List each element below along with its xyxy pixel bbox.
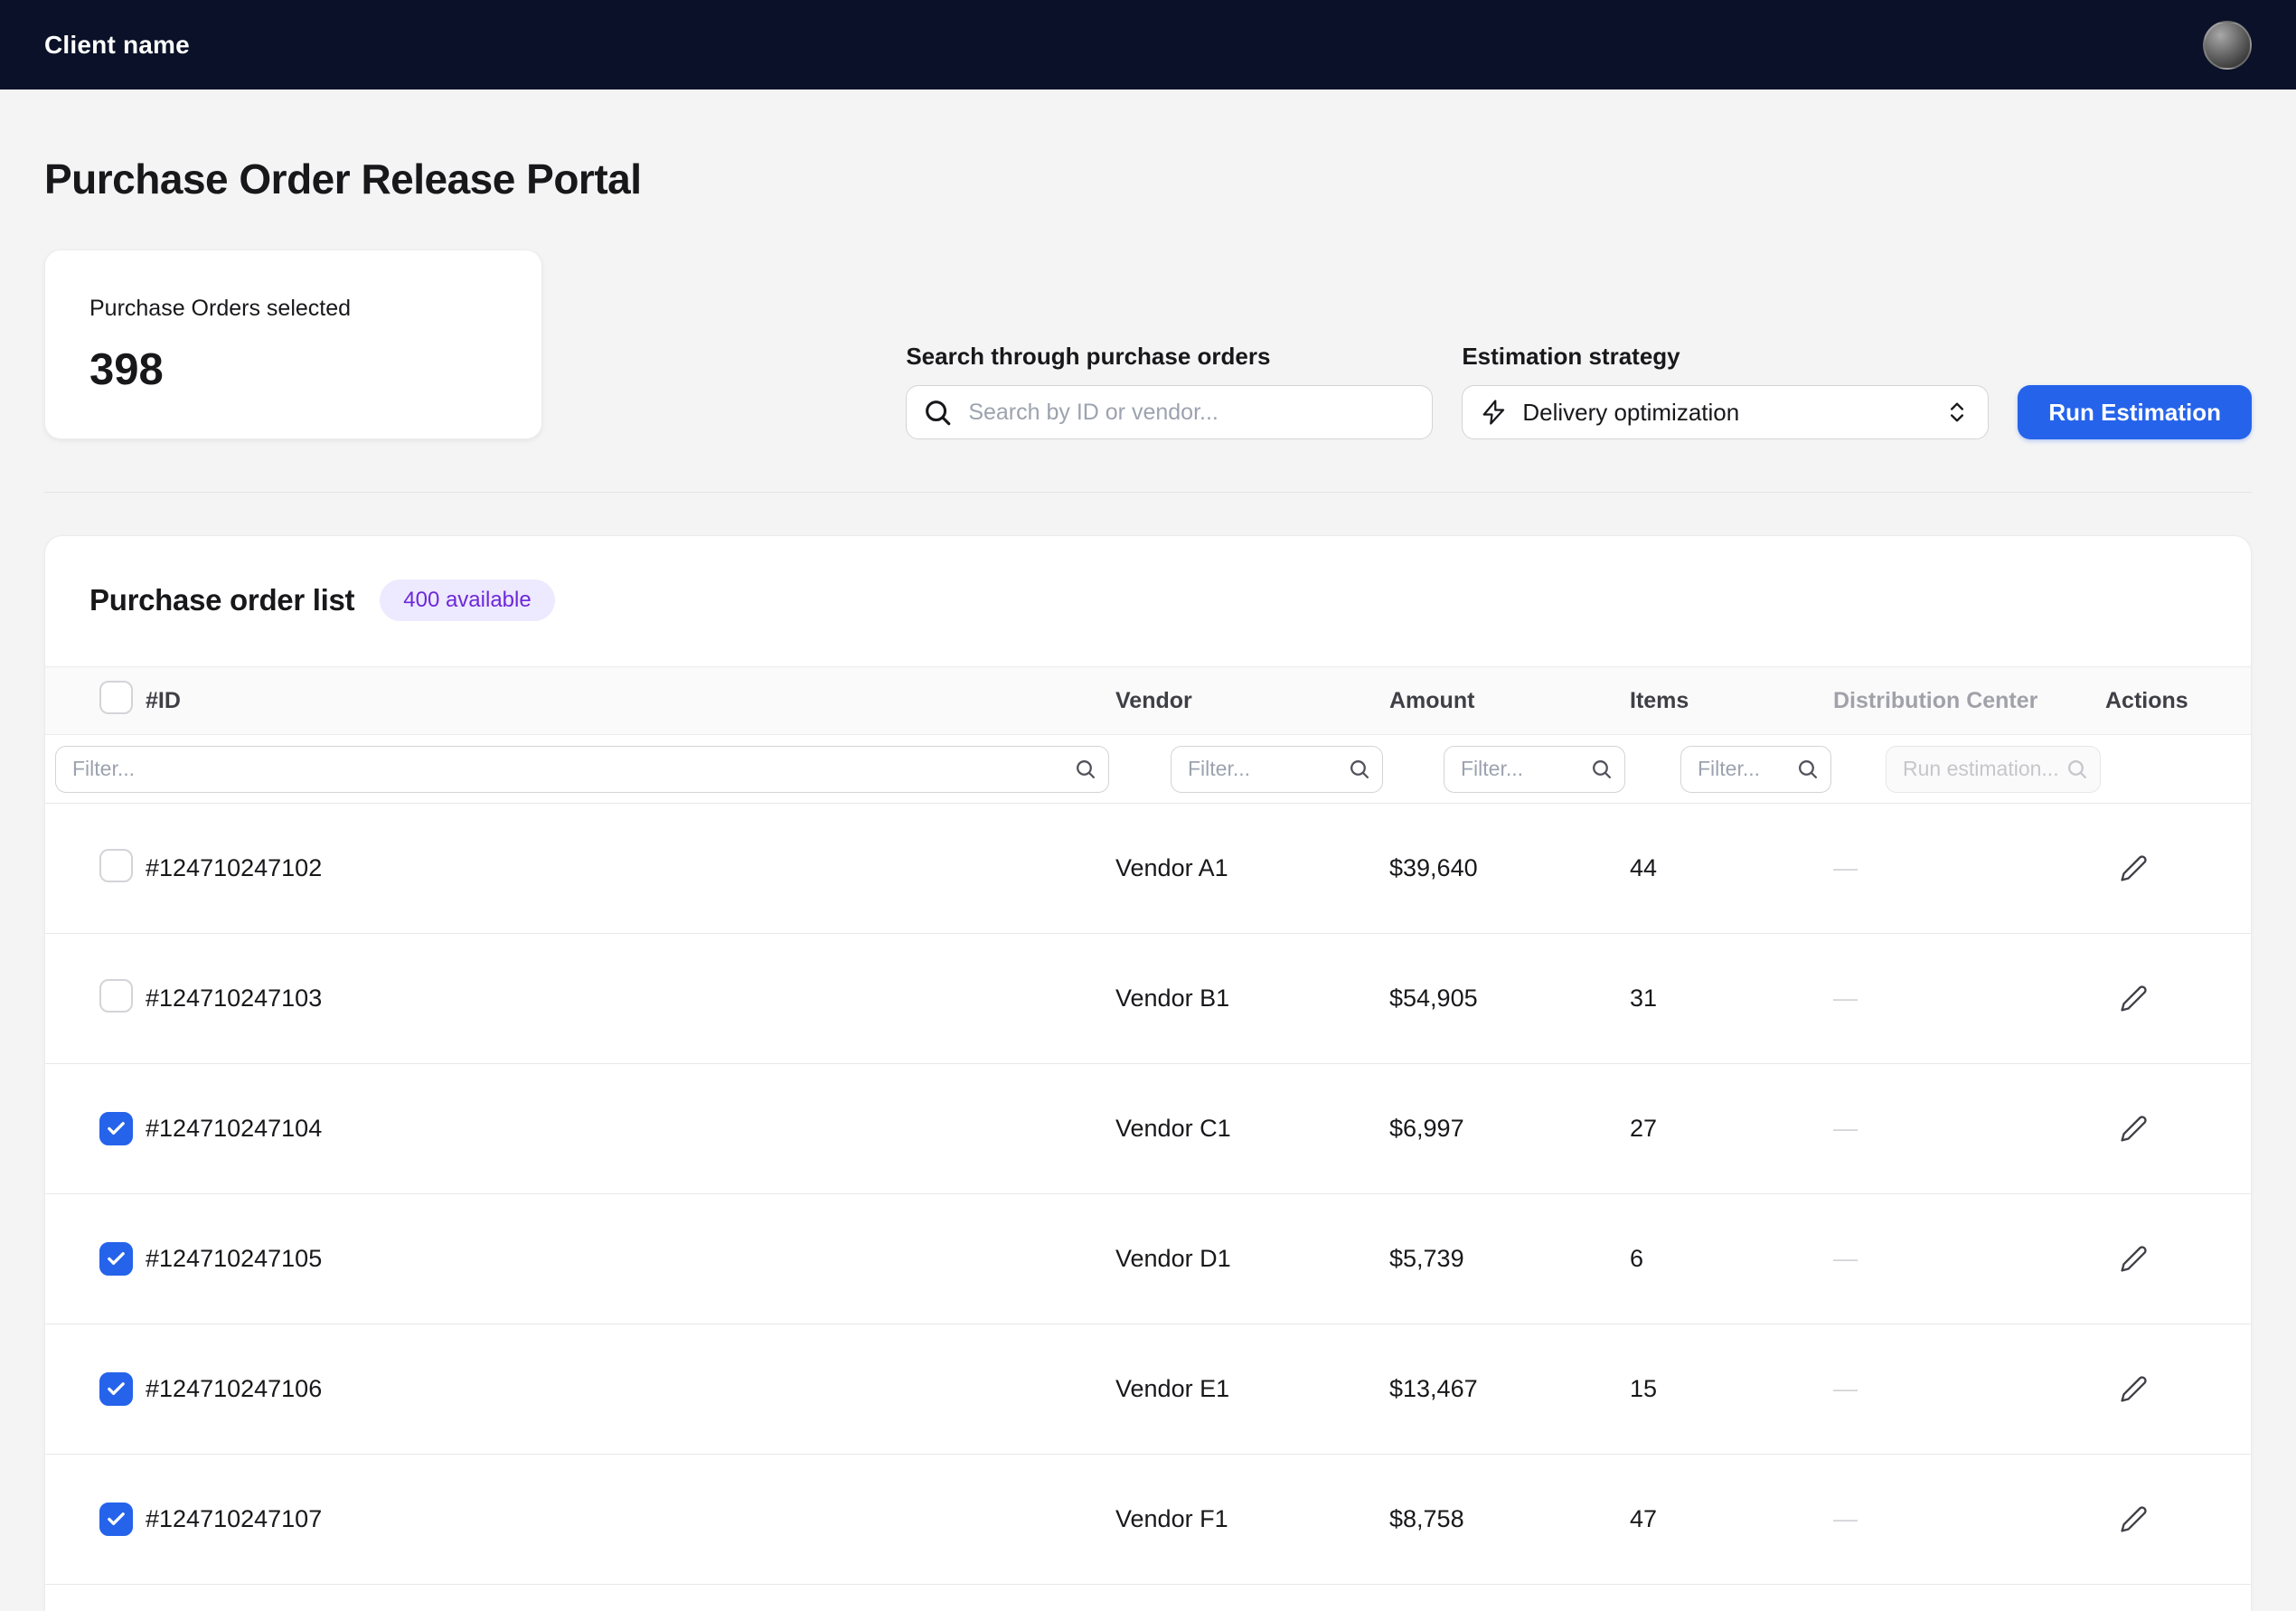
row-vendor: Vendor F1 — [1115, 1505, 1228, 1532]
chevrons-up-down-icon — [1951, 402, 1964, 422]
checkmark-icon — [108, 1512, 125, 1525]
row-amount: $6,997 — [1389, 1115, 1464, 1142]
row-items: 6 — [1630, 1245, 1644, 1272]
main-content: Purchase Order Release Portal Purchase O… — [0, 155, 2296, 1611]
search-icon — [926, 400, 951, 426]
strategy-selected-value: Delivery optimization — [1522, 398, 1740, 426]
checkmark-icon — [108, 1252, 125, 1265]
controls-row: Purchase Orders selected 398 Search thro… — [44, 250, 2252, 439]
row-id: #124710247104 — [146, 1115, 323, 1142]
row-checkbox[interactable] — [99, 1242, 133, 1276]
row-vendor: Vendor A1 — [1115, 854, 1228, 881]
row-vendor: Vendor C1 — [1115, 1115, 1231, 1142]
row-checkbox[interactable] — [99, 1503, 133, 1536]
table-row: #124710247106 Vendor E1 $13,467 15 — — [45, 1324, 2251, 1455]
edit-row-button[interactable] — [2114, 1370, 2153, 1408]
table-row: #124710247107 Vendor F1 $8,758 47 — — [45, 1455, 2251, 1585]
select-all-checkbox[interactable] — [99, 681, 133, 714]
row-items: 15 — [1630, 1375, 1658, 1402]
summary-value: 398 — [89, 345, 164, 394]
run-estimation-button[interactable]: Run Estimation — [2018, 385, 2252, 439]
row-items: 47 — [1630, 1505, 1658, 1532]
page-title: Purchase Order Release Portal — [44, 155, 642, 203]
row-distribution-center: — — [1833, 1115, 1858, 1142]
pencil-icon — [2121, 1505, 2147, 1532]
column-header-items: Items — [1630, 687, 1689, 713]
table-row: #124710247103 Vendor B1 $54,905 31 — — [45, 934, 2251, 1064]
filter-input-distribution-center — [1886, 745, 2101, 793]
topbar: Client name — [0, 0, 2296, 90]
search-group: Search through purchase orders — [906, 343, 1434, 439]
row-id: #124710247103 — [146, 984, 323, 1012]
filter-input-items[interactable] — [1680, 745, 1831, 793]
row-distribution-center: — — [1833, 1375, 1858, 1402]
filter-input-amount[interactable] — [1444, 745, 1625, 793]
row-items: 27 — [1630, 1115, 1658, 1142]
row-checkbox[interactable] — [99, 1372, 133, 1406]
purchase-order-list-card: Purchase order list 400 available #ID Ve… — [44, 535, 2252, 1611]
pencil-icon — [2121, 1245, 2147, 1272]
filter-input-vendor[interactable] — [1171, 745, 1383, 793]
filter-row — [45, 735, 2251, 804]
filter-input-id[interactable] — [55, 745, 1109, 793]
pencil-icon — [2121, 854, 2147, 881]
edit-row-button[interactable] — [2114, 1500, 2153, 1539]
lightning-bolt-icon — [1482, 400, 1505, 425]
row-vendor: Vendor D1 — [1115, 1245, 1231, 1272]
table-row: #124710247104 Vendor C1 $6,997 27 — — [45, 1064, 2251, 1194]
strategy-select[interactable]: Delivery optimization — [1462, 385, 1990, 439]
column-header-actions: Actions — [2105, 687, 2188, 713]
row-distribution-center: — — [1833, 1245, 1858, 1272]
search-input[interactable] — [906, 385, 1434, 439]
strategy-label: Estimation strategy — [1462, 343, 1680, 370]
row-amount: $5,739 — [1389, 1245, 1464, 1272]
section-divider — [44, 492, 2252, 493]
row-amount: $13,467 — [1389, 1375, 1478, 1402]
table-row: #124710247102 Vendor A1 $39,640 44 — — [45, 804, 2251, 934]
row-checkbox[interactable] — [99, 848, 133, 882]
checkmark-icon — [108, 1382, 125, 1395]
available-count-badge: 400 available — [380, 579, 555, 621]
row-id: #124710247106 — [146, 1375, 323, 1402]
row-distribution-center: — — [1833, 1505, 1858, 1532]
po-table-body: #124710247102 Vendor A1 $39,640 44 — #12… — [45, 804, 2251, 1585]
column-header-amount: Amount — [1389, 687, 1475, 713]
table-header-row: #ID Vendor Amount Items Distribution Cen… — [45, 666, 2251, 735]
checkmark-icon — [108, 1122, 125, 1135]
pencil-icon — [2121, 984, 2147, 1012]
row-id: #124710247102 — [146, 854, 323, 881]
search-label: Search through purchase orders — [906, 343, 1271, 370]
row-amount: $8,758 — [1389, 1505, 1464, 1532]
list-header: Purchase order list 400 available — [45, 536, 2251, 666]
table-row: #124710247105 Vendor D1 $5,739 6 — — [45, 1194, 2251, 1324]
edit-row-button[interactable] — [2114, 1239, 2153, 1278]
pencil-icon — [2121, 1375, 2147, 1402]
row-distribution-center: — — [1833, 984, 1858, 1012]
edit-row-button[interactable] — [2114, 849, 2153, 888]
row-id: #124710247105 — [146, 1245, 323, 1272]
edit-row-button[interactable] — [2114, 979, 2153, 1018]
row-checkbox[interactable] — [99, 978, 133, 1013]
row-amount: $54,905 — [1389, 984, 1478, 1012]
client-name: Client name — [44, 30, 190, 59]
summary-card: Purchase Orders selected 398 — [44, 250, 542, 439]
row-amount: $39,640 — [1389, 854, 1478, 881]
column-header-distribution-center: Distribution Center — [1833, 687, 2038, 713]
row-distribution-center: — — [1833, 854, 1858, 881]
row-items: 44 — [1630, 854, 1658, 881]
list-title: Purchase order list — [89, 583, 355, 617]
strategy-group: Estimation strategy Delivery optimizatio… — [1462, 343, 1990, 439]
row-checkbox[interactable] — [99, 1112, 133, 1145]
row-vendor: Vendor E1 — [1115, 1375, 1230, 1402]
edit-row-button[interactable] — [2114, 1109, 2153, 1148]
summary-label: Purchase Orders selected — [89, 296, 352, 321]
column-header-id: #ID — [146, 687, 181, 713]
column-header-vendor: Vendor — [1115, 687, 1192, 713]
row-vendor: Vendor B1 — [1115, 984, 1230, 1012]
row-id: #124710247107 — [146, 1505, 323, 1532]
row-items: 31 — [1630, 984, 1658, 1012]
user-avatar[interactable] — [2203, 20, 2252, 70]
pencil-icon — [2121, 1115, 2147, 1142]
